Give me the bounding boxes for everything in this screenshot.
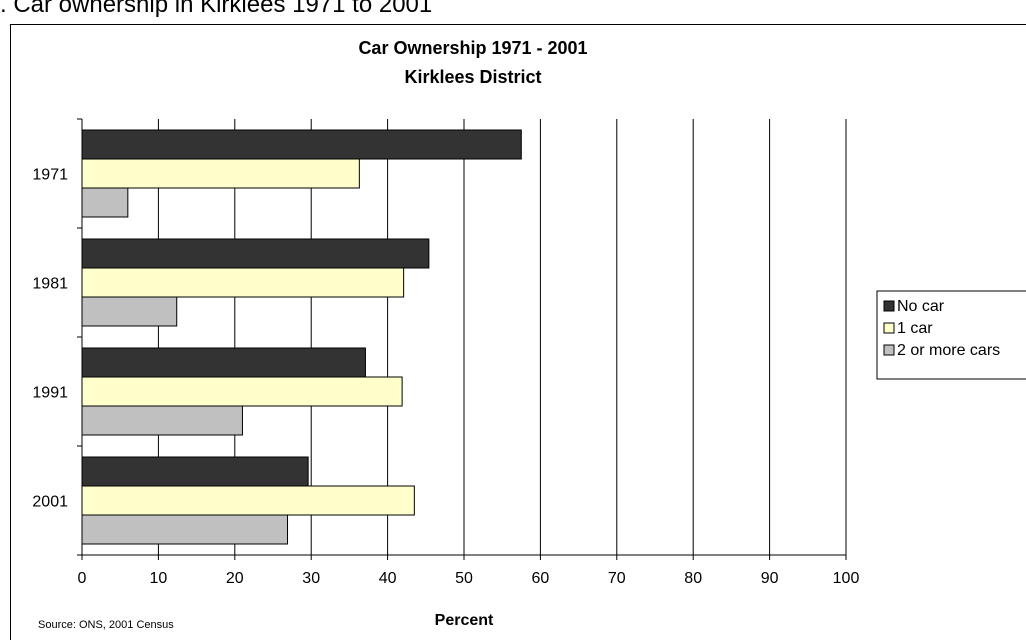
y-tick-label-1971: 1971 (32, 167, 68, 184)
x-tick-label-80: 80 (684, 570, 702, 587)
x-tick-label-60: 60 (532, 570, 550, 587)
legend-swatch-no-car (883, 300, 895, 312)
bar-1981-2-or-more-cars (81, 296, 178, 327)
y-tick-label-1981: 1981 (32, 276, 68, 293)
chart-title: Car Ownership 1971 - 2001 (358, 38, 587, 58)
x-tick-label-40: 40 (379, 570, 397, 587)
x-tick-labels: 0 10 20 30 40 50 60 70 80 90 100 (78, 570, 860, 587)
legend-swatch-1-car (883, 322, 895, 334)
x-tick-label-20: 20 (226, 570, 244, 587)
bar-1991-2-or-more-cars (81, 405, 243, 436)
legend-label-2-or-more-cars: 2 or more cars (897, 342, 1000, 359)
x-axis-label: Percent (435, 612, 494, 629)
legend: No car 1 car 2 or more cars (876, 290, 1026, 380)
x-tick-label-30: 30 (302, 570, 320, 587)
chart-source: Source: ONS, 2001 Census (38, 619, 174, 631)
x-tick-label-0: 0 (78, 570, 87, 587)
x-tick-label-100: 100 (833, 570, 860, 587)
gridlines (157, 119, 847, 555)
y-tick-labels: 1971 1981 1991 2001 (32, 167, 68, 511)
x-tick-label-50: 50 (455, 570, 473, 587)
x-tick-label-10: 10 (150, 570, 168, 587)
bar-1981-1-car (81, 267, 405, 298)
legend-label-1-car: 1 car (897, 320, 933, 337)
legend-swatch-2-or-more-cars (883, 344, 895, 356)
bar-2001-2-or-more-cars (81, 514, 289, 545)
x-tick-label-70: 70 (608, 570, 626, 587)
chart-frame: Car Ownership 1971 - 2001 Kirklees Distr… (10, 24, 1026, 640)
x-tick-label-90: 90 (761, 570, 779, 587)
bars (81, 129, 522, 545)
bar-1991-1-car (81, 376, 403, 407)
bar-2001-no-car (81, 456, 309, 487)
bar-1971-no-car (81, 129, 522, 160)
chart: Car Ownership 1971 - 2001 Kirklees Distr… (32, 38, 1026, 631)
y-tick-label-1991: 1991 (32, 385, 68, 402)
y-tick-label-2001: 2001 (32, 494, 68, 511)
bar-1971-1-car (81, 158, 360, 189)
bar-1971-2-or-more-cars (81, 187, 129, 218)
bar-1981-no-car (81, 238, 430, 269)
bar-2001-1-car (81, 485, 415, 516)
page-heading: . Car ownership in Kirklees 1971 to 2001 (0, 0, 433, 18)
axes (77, 118, 847, 560)
legend-label-no-car: No car (897, 298, 945, 315)
bar-1991-no-car (81, 347, 366, 378)
legend-box (876, 290, 1026, 380)
chart-subtitle: Kirklees District (404, 67, 541, 87)
